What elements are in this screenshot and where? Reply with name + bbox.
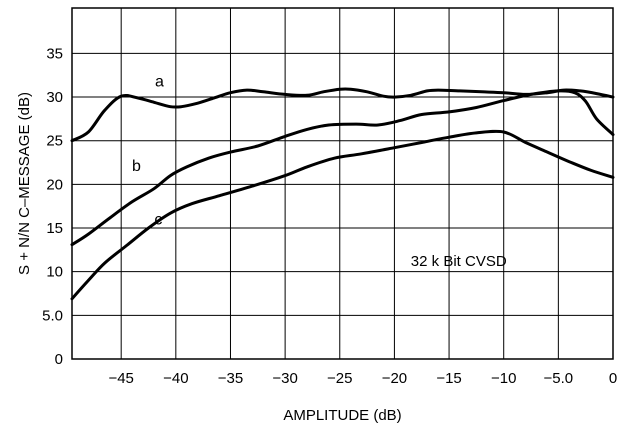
annotation-label: 32 k Bit CVSD — [411, 253, 507, 270]
x-tick-label: −15 — [436, 370, 461, 387]
series-lines — [70, 87, 615, 301]
series-line-a — [70, 87, 615, 143]
y-tick-label: 25 — [46, 133, 63, 150]
y-tick-label: 0 — [55, 351, 63, 368]
x-tick-label: −40 — [163, 370, 188, 387]
x-tick-label: 0 — [609, 370, 617, 387]
x-tick-label: −35 — [218, 370, 243, 387]
y-tick-label: 5.0 — [42, 307, 63, 324]
series-line-b — [70, 89, 615, 247]
plot-frame — [71, 7, 614, 360]
x-tick-label: −10 — [491, 370, 516, 387]
y-tick-label: 35 — [46, 45, 63, 62]
y-tick-label: 15 — [46, 220, 63, 237]
curve-label-b: b — [132, 158, 141, 175]
curve-label-a: a — [155, 73, 164, 90]
x-tick-label: −5.0 — [544, 370, 574, 387]
series-line-c — [70, 129, 615, 301]
y-tick-labels: 0 5.0 10 15 20 25 30 35 — [42, 45, 63, 368]
x-tick-label: −30 — [272, 370, 297, 387]
grid — [72, 8, 613, 359]
curve-label-c: c — [154, 211, 162, 228]
curve-labels: a b c — [132, 73, 164, 228]
x-tick-labels: −45 −40 −35 −30 −25 −20 −15 −10 −5.0 0 — [108, 370, 617, 387]
y-tick-label: 20 — [46, 176, 63, 193]
y-axis-title: S + N/N C–MESSAGE (dB) — [16, 92, 33, 275]
x-tick-label: −45 — [108, 370, 133, 387]
x-axis-title: AMPLITUDE (dB) — [283, 407, 401, 424]
x-tick-label: −25 — [327, 370, 352, 387]
x-tick-label: −20 — [382, 370, 407, 387]
y-tick-label: 10 — [46, 264, 63, 281]
y-tick-label: 30 — [46, 89, 63, 106]
